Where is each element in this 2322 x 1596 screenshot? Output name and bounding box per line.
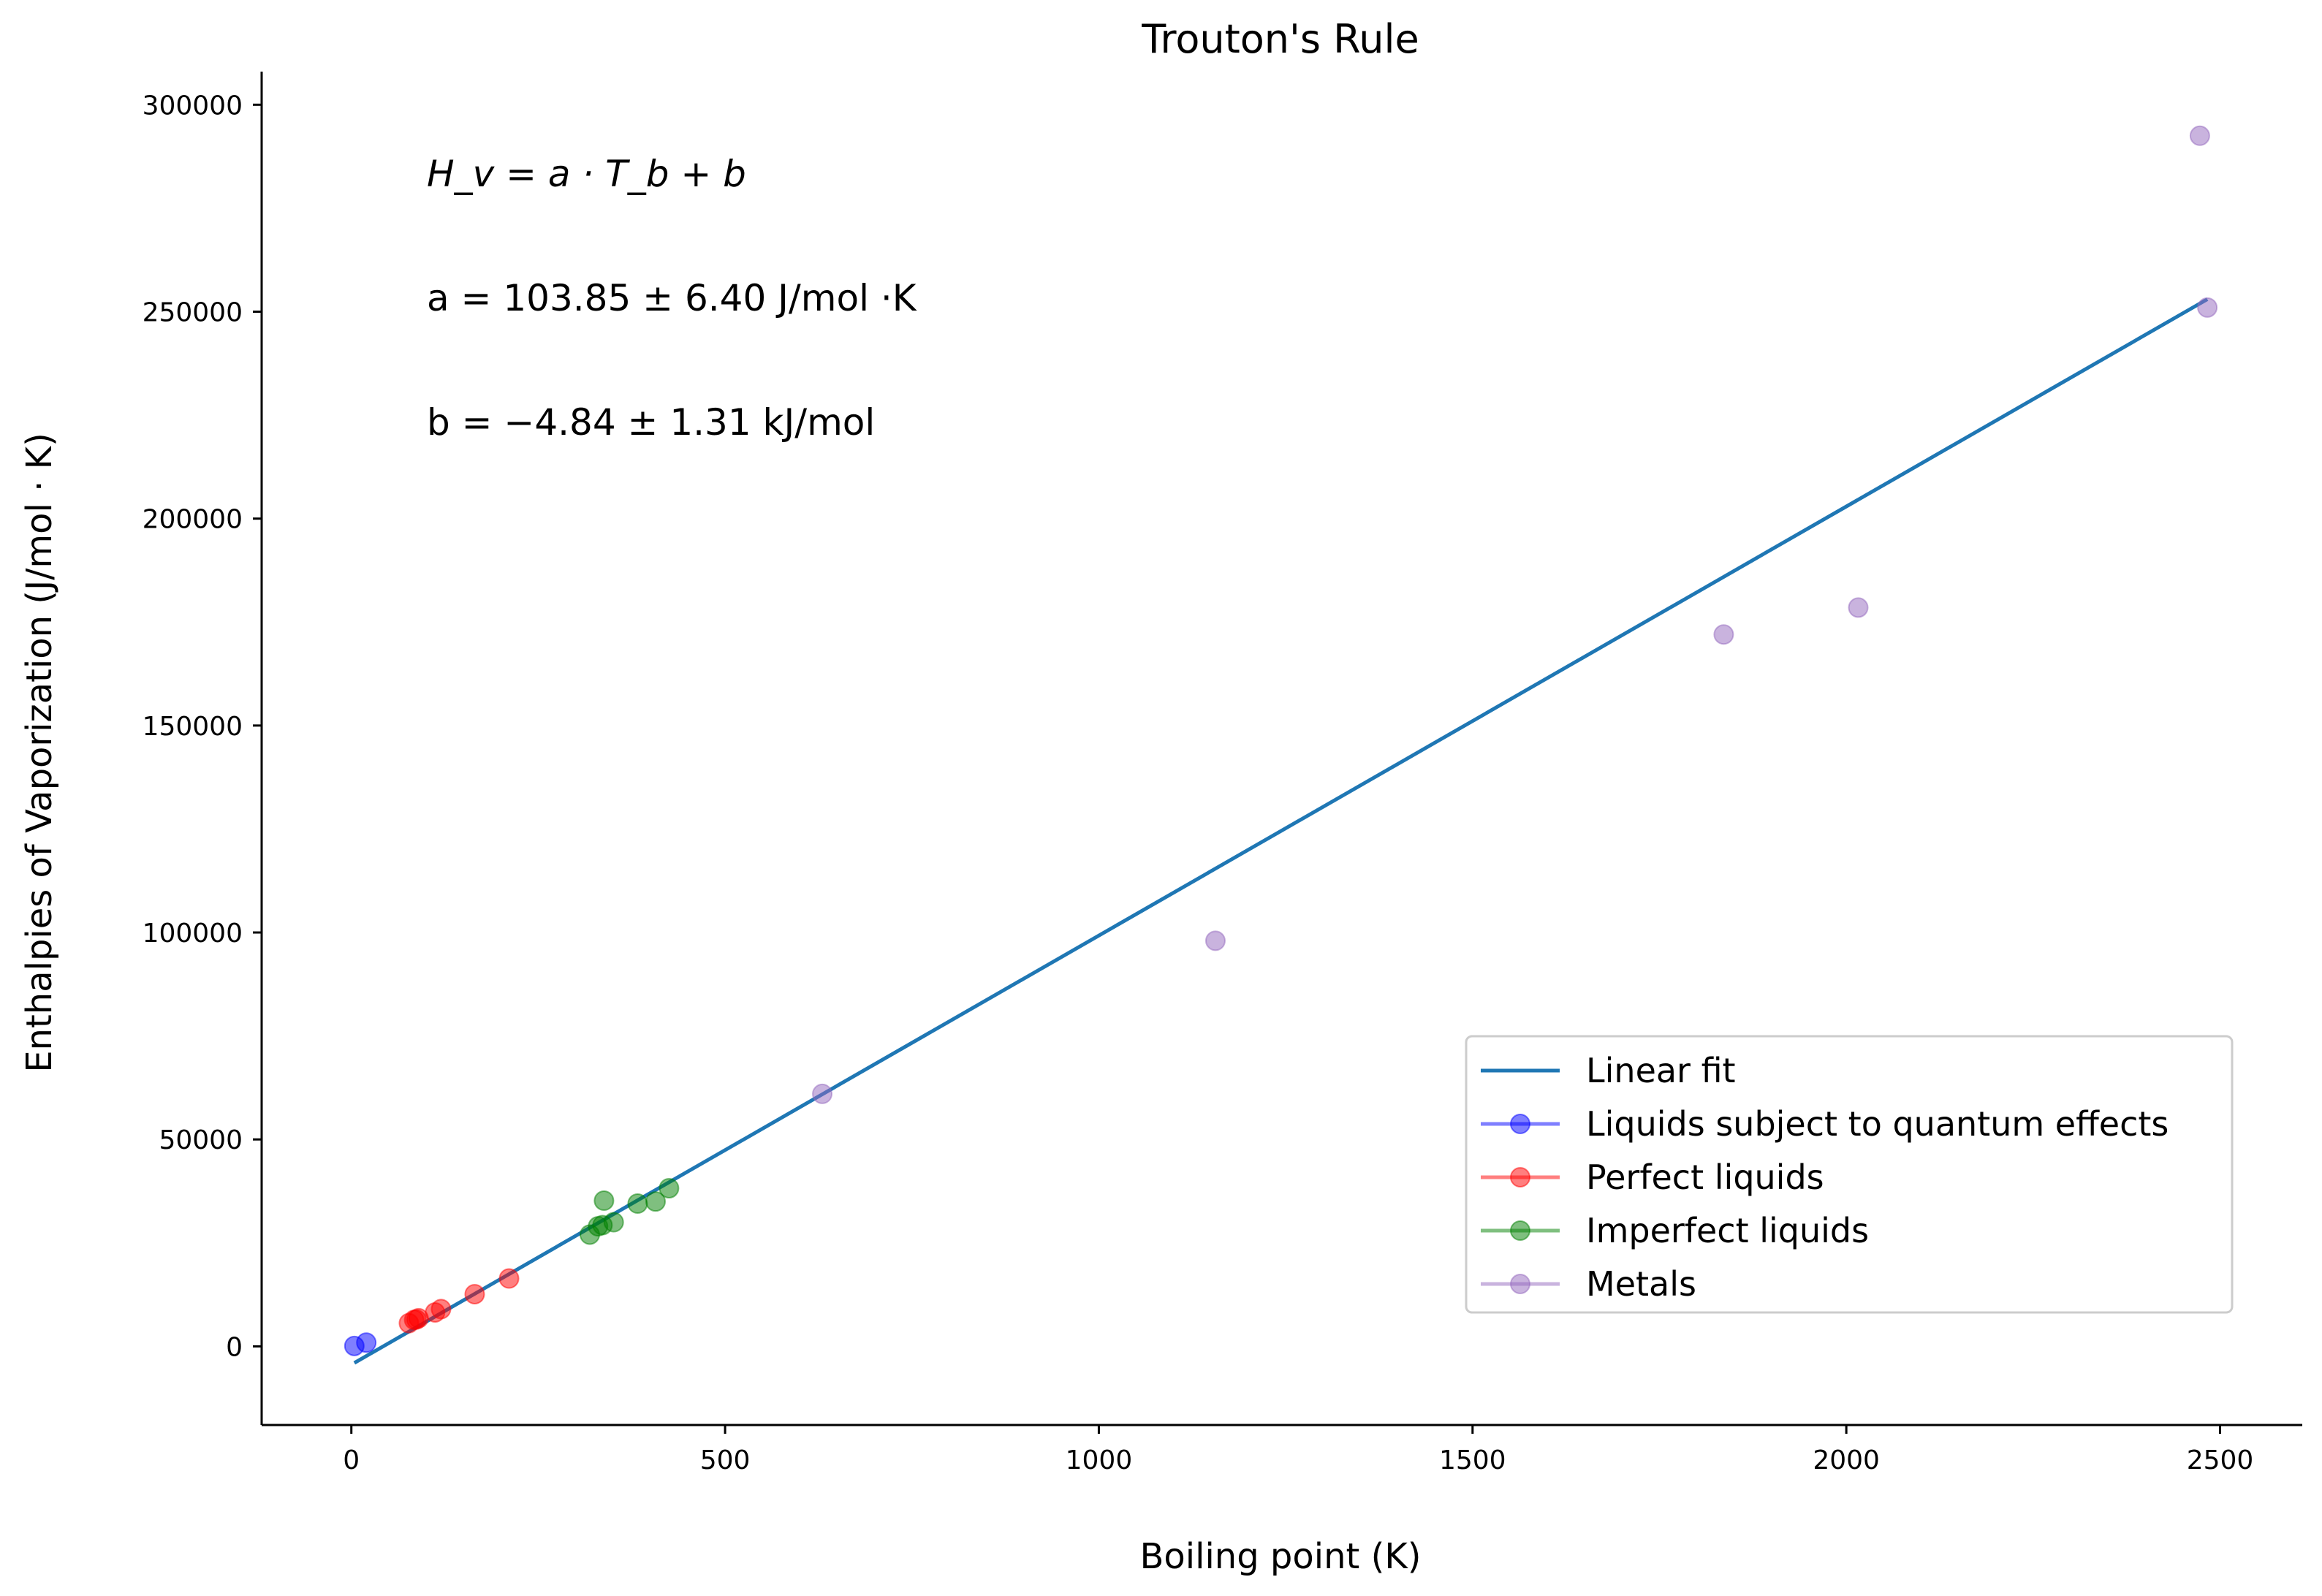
series-2-point — [627, 1193, 648, 1214]
legend-rows: Linear fit Liquids subject to quantum eff… — [1481, 1051, 2169, 1304]
y-tick-label: 100000 — [143, 919, 243, 949]
x-tick-label: 1000 — [1066, 1445, 1133, 1475]
slope-annotation: a = 103.85 ± 6.40 J/mol ·K — [427, 277, 917, 319]
legend-swatch-marker — [1510, 1274, 1530, 1294]
points-layer — [344, 125, 2218, 1356]
series-2-point — [593, 1190, 615, 1212]
equation-block: H_v = a · T_b + b a = 103.85 ± 6.40 J/mo… — [427, 153, 917, 444]
legend-label: Imperfect liquids — [1586, 1211, 1869, 1250]
y-axis-label: Enthalpies of Vaporization (J/mol · K) — [19, 433, 60, 1073]
series-2-point — [659, 1178, 680, 1199]
series-1-point — [464, 1284, 485, 1305]
legend-swatch-marker — [1510, 1114, 1530, 1134]
x-tick-label: 500 — [700, 1445, 751, 1475]
legend: Linear fit Liquids subject to quantum eff… — [1465, 1035, 2234, 1314]
y-tick-label: 300000 — [143, 91, 243, 121]
legend-swatch-marker — [1510, 1167, 1530, 1188]
series-3-point — [812, 1083, 833, 1104]
series-3-point — [1848, 597, 1869, 618]
x-tick-label: 2500 — [2187, 1445, 2254, 1475]
series-3-point — [1713, 624, 1734, 645]
series-3-point — [2197, 297, 2218, 318]
series-2-point — [645, 1191, 666, 1212]
x-tick-label: 2000 — [1813, 1445, 1880, 1475]
legend-box — [1465, 1035, 2234, 1314]
series-1-point — [430, 1299, 452, 1320]
series-2-point — [603, 1212, 624, 1233]
x-ticks: 0 500 1000 1500 2000 2500 — [343, 1425, 2253, 1475]
formula-annotation: H_v = a · T_b + b — [427, 153, 746, 195]
y-tick-label: 0 — [226, 1332, 243, 1362]
legend-label: Linear fit — [1586, 1051, 1736, 1090]
y-ticks: 0 50000 100000 150000 200000 250000 300000 — [143, 91, 262, 1362]
y-tick-label: 250000 — [143, 297, 243, 327]
legend-label: Perfect liquids — [1586, 1158, 1824, 1197]
legend-label: Liquids subject to quantum effects — [1586, 1104, 2169, 1144]
series-1-point — [498, 1268, 520, 1289]
series-0-point — [356, 1332, 377, 1353]
series-3-point — [2189, 125, 2210, 146]
chart-title: Trouton's Rule — [1141, 16, 1419, 62]
y-tick-label: 150000 — [143, 712, 243, 742]
series-3-point — [1204, 930, 1226, 951]
intercept-annotation: b = −4.84 ± 1.31 kJ/mol — [427, 401, 875, 444]
y-tick-label: 50000 — [159, 1125, 243, 1155]
legend-swatch-marker — [1510, 1220, 1530, 1241]
x-tick-label: 0 — [343, 1445, 360, 1475]
legend-label: Metals — [1586, 1264, 1696, 1304]
y-tick-label: 200000 — [143, 505, 243, 535]
x-tick-label: 1500 — [1439, 1445, 1506, 1475]
x-axis-label: Boiling point (K) — [1139, 1536, 1421, 1577]
